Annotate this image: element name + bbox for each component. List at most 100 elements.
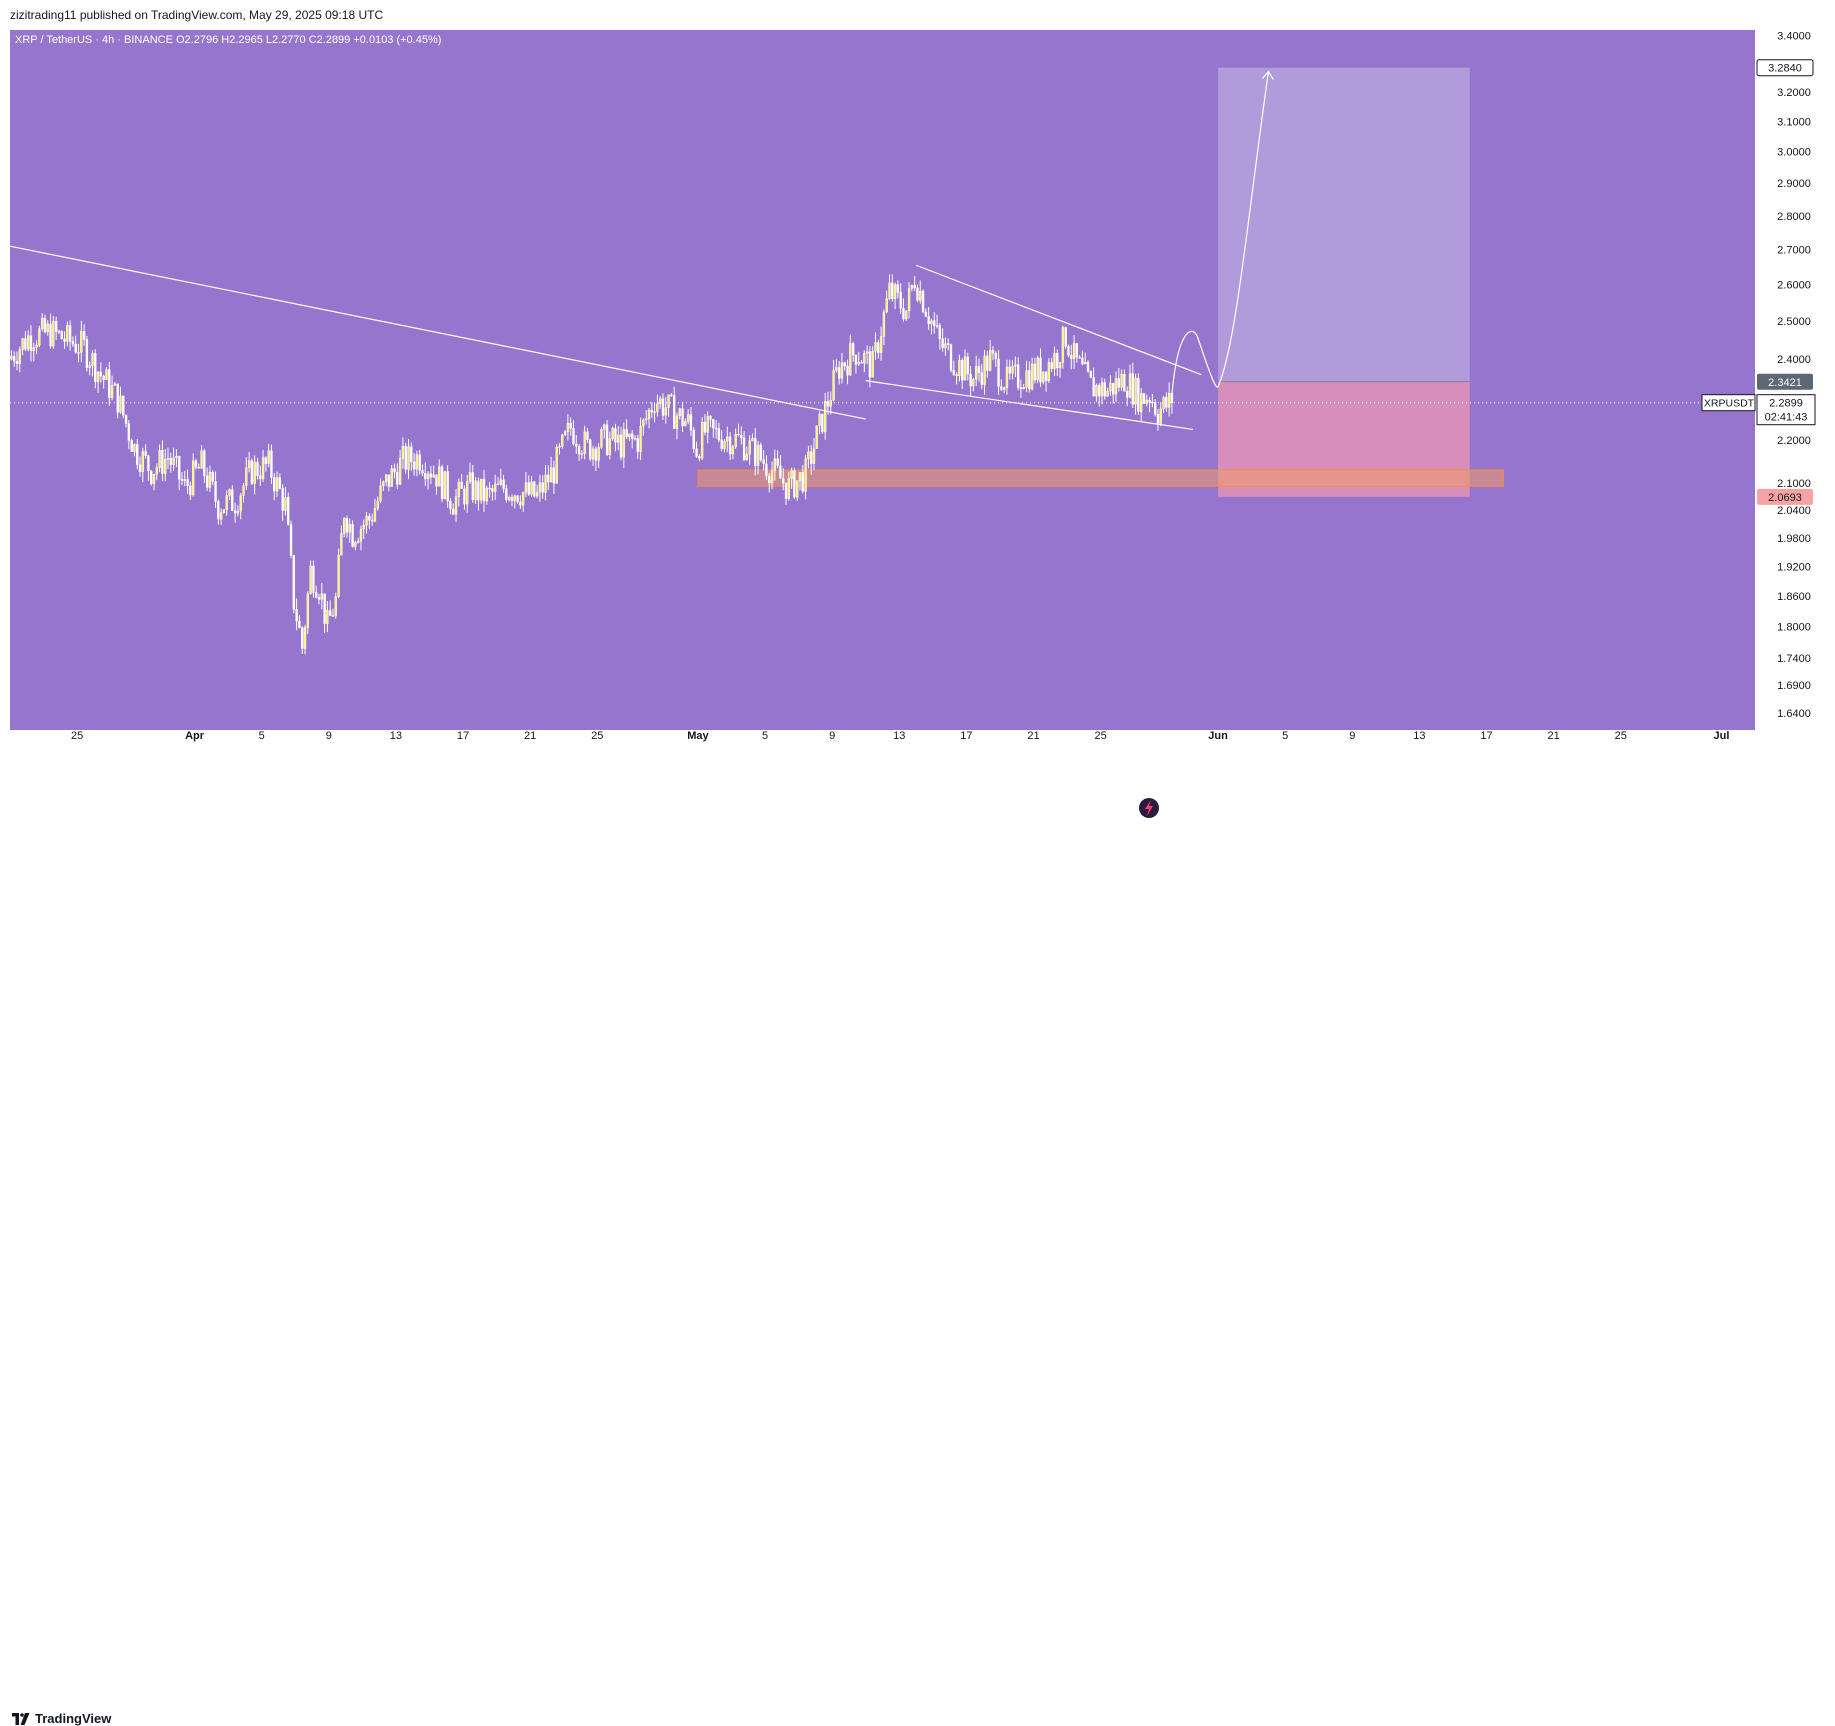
candle-down (765, 463, 768, 477)
candle-down (837, 367, 841, 379)
candle-up (706, 416, 709, 433)
x-tick-label: 5 (762, 730, 768, 742)
candle-down (63, 338, 66, 342)
candle-down (899, 292, 902, 309)
y-tick-label: 3.4000 (1777, 30, 1811, 42)
candle-up (228, 489, 231, 496)
candle-down (124, 414, 128, 424)
candle-down (144, 451, 147, 456)
candle-up (659, 398, 662, 404)
wedge-upper-line[interactable] (915, 264, 1202, 376)
candle-up (303, 627, 307, 649)
profit-zone[interactable] (1218, 67, 1470, 382)
y-tick-label: 2.9000 (1777, 178, 1811, 190)
candle-up (885, 298, 888, 313)
candle-down (966, 356, 969, 375)
candle-down (460, 481, 463, 490)
candle-down (720, 439, 723, 449)
candle-down (250, 460, 254, 484)
candle-down (1123, 374, 1126, 392)
candle-up (172, 457, 175, 465)
entry-price-label: 2.3421 (1768, 377, 1802, 389)
descending-trendline[interactable] (9, 245, 866, 420)
y-tick-label: 2.0400 (1777, 505, 1811, 517)
demand-zone[interactable] (697, 469, 1504, 487)
candle-down (147, 455, 150, 472)
candle-down (136, 444, 139, 465)
candle-down (211, 471, 214, 482)
candle-up (1030, 363, 1034, 390)
candle-down (1126, 391, 1129, 398)
alert-bolt-icon[interactable] (1139, 798, 1159, 818)
candle-up (653, 411, 656, 413)
candle-down (681, 408, 684, 427)
candle-down (412, 461, 416, 470)
candle-down (435, 474, 438, 487)
candle-down (186, 479, 189, 486)
candle-down (1070, 354, 1073, 359)
candle-up (726, 436, 729, 442)
candle-down (278, 477, 282, 489)
candle-down (997, 358, 1000, 387)
candle-up (535, 491, 539, 497)
candle-down (605, 424, 609, 455)
candle-down (264, 457, 268, 464)
candle-up (499, 479, 502, 485)
drawings-back-layer (10, 67, 1755, 497)
wedge-lower-line[interactable] (865, 380, 1193, 431)
candle-up (105, 369, 108, 380)
candle-up (684, 421, 687, 427)
candle-down (913, 285, 916, 289)
candle-up (113, 383, 117, 386)
candle-down (510, 497, 514, 501)
candle-down (1092, 377, 1095, 397)
candle-up (306, 593, 310, 628)
candle-down (1089, 370, 1093, 378)
candle-down (329, 610, 332, 616)
candle-up (770, 470, 774, 484)
candle-down (672, 395, 676, 429)
candle-up (438, 466, 441, 487)
candle-down (1075, 343, 1079, 358)
candle-down (575, 443, 578, 447)
candle-up (787, 478, 790, 499)
candle-up (656, 403, 659, 412)
x-tick-label: Jul (1713, 730, 1729, 742)
candle-down (488, 487, 491, 490)
x-tick-label: 17 (1480, 730, 1492, 742)
candle-down (519, 501, 522, 506)
candle-down (728, 436, 732, 455)
x-tick-label: 21 (524, 730, 536, 742)
candle-down (877, 342, 880, 354)
candle-up (832, 370, 835, 401)
candle-up (1167, 393, 1171, 408)
candle-down (429, 473, 433, 478)
candle-up (544, 474, 547, 493)
candle-down (71, 341, 75, 345)
candle-up (829, 400, 832, 407)
y-tick-label: 3.2000 (1777, 87, 1811, 99)
y-tick-label: 3.1000 (1777, 116, 1811, 128)
candle-up (700, 422, 704, 459)
tradingview-logo[interactable]: TradingView (12, 1711, 111, 1726)
price-chart[interactable]: 3.4000 3.2000 3.1000 3.0000 2.9000 2.8000 2.70… (0, 0, 1835, 884)
candle-up (566, 422, 570, 432)
candle-down (636, 438, 639, 452)
candle-down (351, 524, 354, 547)
y-tick-label: 2.7000 (1777, 245, 1811, 257)
candle-up (645, 418, 648, 421)
x-tick-label: 21 (1548, 730, 1560, 742)
candle-up (622, 429, 626, 458)
candle-up (963, 356, 967, 381)
candle-up (751, 438, 754, 441)
candle-up (342, 518, 346, 534)
candle-up (734, 433, 737, 447)
candle-up (175, 456, 178, 458)
candle-down (924, 311, 928, 317)
candle-up (1036, 357, 1039, 381)
candle-up (678, 408, 681, 417)
candle-down (779, 465, 782, 479)
candle-up (958, 360, 961, 376)
x-tick-label: 9 (326, 730, 332, 742)
projection-path[interactable] (1171, 71, 1270, 395)
